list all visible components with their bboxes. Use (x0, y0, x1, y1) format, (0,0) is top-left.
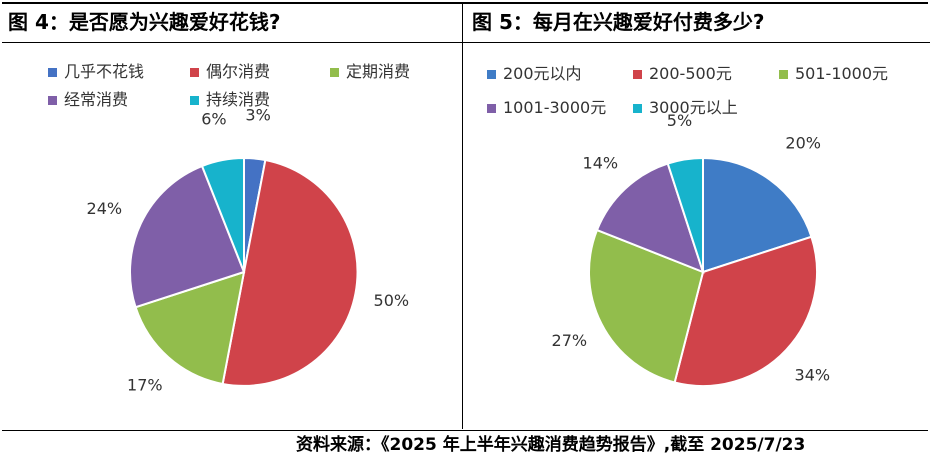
legend-swatch (190, 96, 199, 105)
pie-chart-fig5: 200元以内 200-500元 501-1000元 1001-3000元 3000元以上… (463, 44, 929, 428)
legend-entry: 几乎不花钱 (64, 62, 144, 81)
panel-divider (462, 2, 463, 429)
legend-swatch (487, 104, 496, 113)
source-note: 资料来源：《2025 年上半年兴趣消费趋势报告》,截至 2025/7/23 (296, 435, 806, 455)
legend-swatch (633, 104, 642, 113)
legend-swatch (330, 68, 339, 77)
data-label: 17% (127, 376, 163, 395)
pie-slice (134, 270, 246, 386)
pie-slice (673, 235, 818, 387)
data-label: 24% (87, 199, 123, 218)
legend-swatch (48, 68, 57, 77)
data-label: 50% (374, 291, 410, 310)
legend-swatch (48, 96, 57, 105)
pie-slice (702, 156, 813, 274)
title-rule-left (2, 42, 462, 43)
chart-title-fig5: 图 5：每月在兴趣爱好付费多少? (472, 10, 765, 34)
legend-entry: 持续消费 (206, 90, 270, 109)
legend-swatch (190, 68, 199, 77)
legend-entry: 200-500元 (649, 64, 732, 83)
legend-entry: 3000元以上 (649, 98, 738, 117)
legend-entry: 经常消费 (64, 90, 128, 109)
pie-slice (221, 158, 359, 387)
legend-entry: 定期消费 (346, 62, 410, 81)
legend-swatch (633, 70, 642, 79)
data-label: 27% (552, 331, 588, 350)
legend-entry: 501-1000元 (795, 64, 888, 83)
chart-title-fig4: 图 4：是否愿为兴趣爱好花钱? (8, 10, 281, 34)
legend-entry: 1001-3000元 (503, 98, 606, 117)
data-label: 20% (785, 134, 821, 153)
pie-slice (666, 156, 704, 273)
legend-entry: 偶尔消费 (206, 62, 270, 81)
pie-slice (588, 228, 705, 384)
data-label: 5% (667, 111, 692, 130)
legend-swatch (487, 70, 496, 79)
title-rule-right (463, 42, 930, 43)
pie-chart-fig4: 几乎不花钱 偶尔消费 定期消费经常消费 持续消费 3% 50% 17% 24% 6% (2, 44, 462, 428)
figure-frame (2, 2, 928, 431)
data-label: 34% (795, 366, 831, 385)
data-label: 6% (201, 110, 226, 129)
pie-slice (200, 156, 245, 273)
legend-swatch (779, 70, 788, 79)
data-label: 3% (245, 106, 270, 125)
data-label: 14% (583, 154, 619, 173)
legend-entry: 200元以内 (503, 64, 582, 83)
